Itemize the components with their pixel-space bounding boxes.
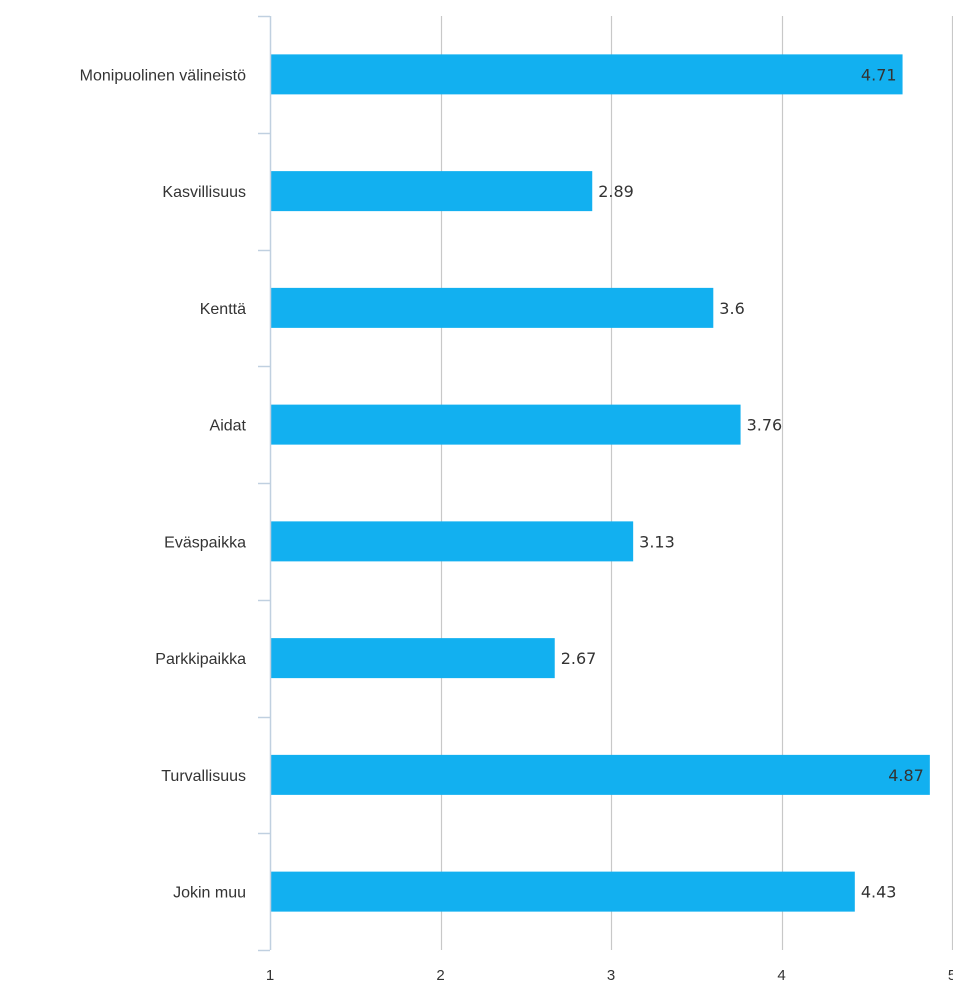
- category-label: Kenttä: [200, 301, 246, 318]
- bar-5[interactable]: [271, 521, 634, 562]
- x-tick-label: 3: [607, 967, 615, 984]
- category-label: Jokin muu: [173, 885, 246, 902]
- bar-8[interactable]: [271, 871, 855, 912]
- bar-4[interactable]: [271, 404, 741, 445]
- bar-7[interactable]: [271, 754, 930, 795]
- x-axis-tick-labels: 1 2 3 4 5: [266, 967, 953, 984]
- x-tick-label: 4: [777, 967, 785, 984]
- data-label: 4.43: [861, 883, 897, 902]
- data-labels: 4.71 2.89 3.6 3.76 3.13 2.67 4.87 4.43: [561, 65, 924, 901]
- bar-6[interactable]: [271, 638, 555, 679]
- data-label: 4.87: [888, 766, 924, 785]
- data-label: 3.13: [639, 532, 675, 551]
- data-label: 2.89: [598, 182, 634, 201]
- category-label: Monipuolinen välineistö: [80, 67, 246, 84]
- x-tick-label: 2: [436, 967, 444, 984]
- category-label: Kasvillisuus: [162, 184, 246, 201]
- category-label: Eväspaikka: [164, 534, 246, 551]
- data-label: 3.6: [719, 299, 744, 318]
- data-label: 3.76: [747, 416, 783, 435]
- category-label: Parkkipaikka: [155, 651, 246, 668]
- gridlines: [440, 16, 953, 950]
- x-tick-label: 1: [266, 967, 274, 984]
- data-label: 2.67: [561, 649, 597, 668]
- bar-2[interactable]: [271, 171, 593, 212]
- bar-3[interactable]: [271, 287, 714, 328]
- data-label: 4.71: [861, 65, 897, 84]
- bars: [271, 54, 930, 912]
- x-tick-label: 5: [948, 967, 953, 984]
- category-label: Turvallisuus: [161, 768, 246, 785]
- category-label: Aidat: [210, 418, 247, 435]
- category-axis: Monipuolinen välineistö Kasvillisuus Kentt…: [80, 15, 272, 952]
- bar-1[interactable]: [271, 54, 903, 95]
